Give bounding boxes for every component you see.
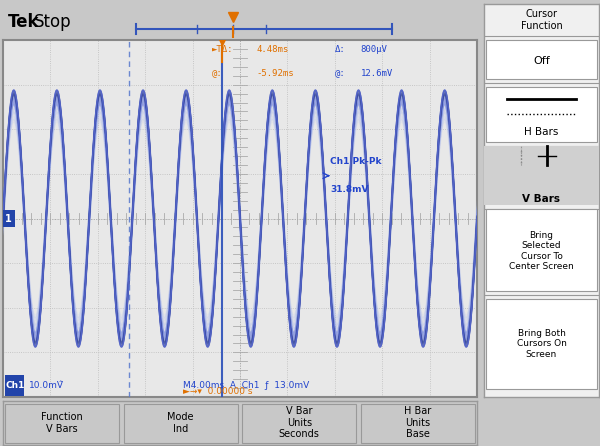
Bar bbox=[361, 404, 475, 443]
Bar bbox=[5, 404, 119, 443]
Text: @:: @: bbox=[335, 69, 346, 78]
Text: 12.6mV: 12.6mV bbox=[361, 69, 393, 78]
Text: Mode
Ind: Mode Ind bbox=[167, 412, 194, 434]
Text: 4.48ms: 4.48ms bbox=[257, 45, 289, 54]
Bar bbox=[124, 404, 238, 443]
Bar bbox=[484, 146, 599, 205]
Text: @:: @: bbox=[212, 69, 223, 78]
Text: ►TΔ:: ►TΔ: bbox=[212, 45, 233, 54]
Text: Δ:: Δ: bbox=[335, 45, 346, 54]
Bar bbox=[242, 404, 356, 443]
Text: Stop: Stop bbox=[34, 13, 71, 31]
Bar bbox=[487, 40, 596, 79]
Bar bbox=[487, 299, 596, 389]
Bar bbox=[487, 87, 596, 142]
Text: 1: 1 bbox=[5, 214, 12, 223]
Text: Tek: Tek bbox=[8, 13, 39, 31]
Text: -5.92ms: -5.92ms bbox=[257, 69, 294, 78]
Text: M4.00ms  A  Ch1  ƒ  13.0mV: M4.00ms A Ch1 ƒ 13.0mV bbox=[183, 381, 310, 390]
Text: Ch1: Ch1 bbox=[5, 381, 25, 390]
Text: ►→▾  0.00000 s: ►→▾ 0.00000 s bbox=[183, 387, 253, 396]
Text: V Bar
Units
Seconds: V Bar Units Seconds bbox=[279, 406, 320, 439]
Text: 10.0mV̂: 10.0mV̂ bbox=[29, 381, 64, 390]
Bar bbox=[5, 375, 25, 396]
Text: H Bars: H Bars bbox=[524, 127, 559, 137]
Text: V Bars: V Bars bbox=[523, 194, 560, 204]
Text: Ch1 Pk-Pk: Ch1 Pk-Pk bbox=[330, 157, 382, 166]
Text: Cursor
Function: Cursor Function bbox=[521, 9, 562, 31]
Text: H Bar
Units
Base: H Bar Units Base bbox=[404, 406, 431, 439]
Text: Bring Both
Cursors On
Screen: Bring Both Cursors On Screen bbox=[517, 329, 566, 359]
Text: Function
V Bars: Function V Bars bbox=[41, 412, 83, 434]
Text: 800μV: 800μV bbox=[361, 45, 388, 54]
Text: Bring
Selected
Cursor To
Center Screen: Bring Selected Cursor To Center Screen bbox=[509, 231, 574, 271]
Text: 31.8mV: 31.8mV bbox=[330, 186, 368, 194]
Text: Off: Off bbox=[533, 56, 550, 66]
Bar bbox=[487, 209, 596, 291]
Bar bbox=[3, 210, 15, 227]
